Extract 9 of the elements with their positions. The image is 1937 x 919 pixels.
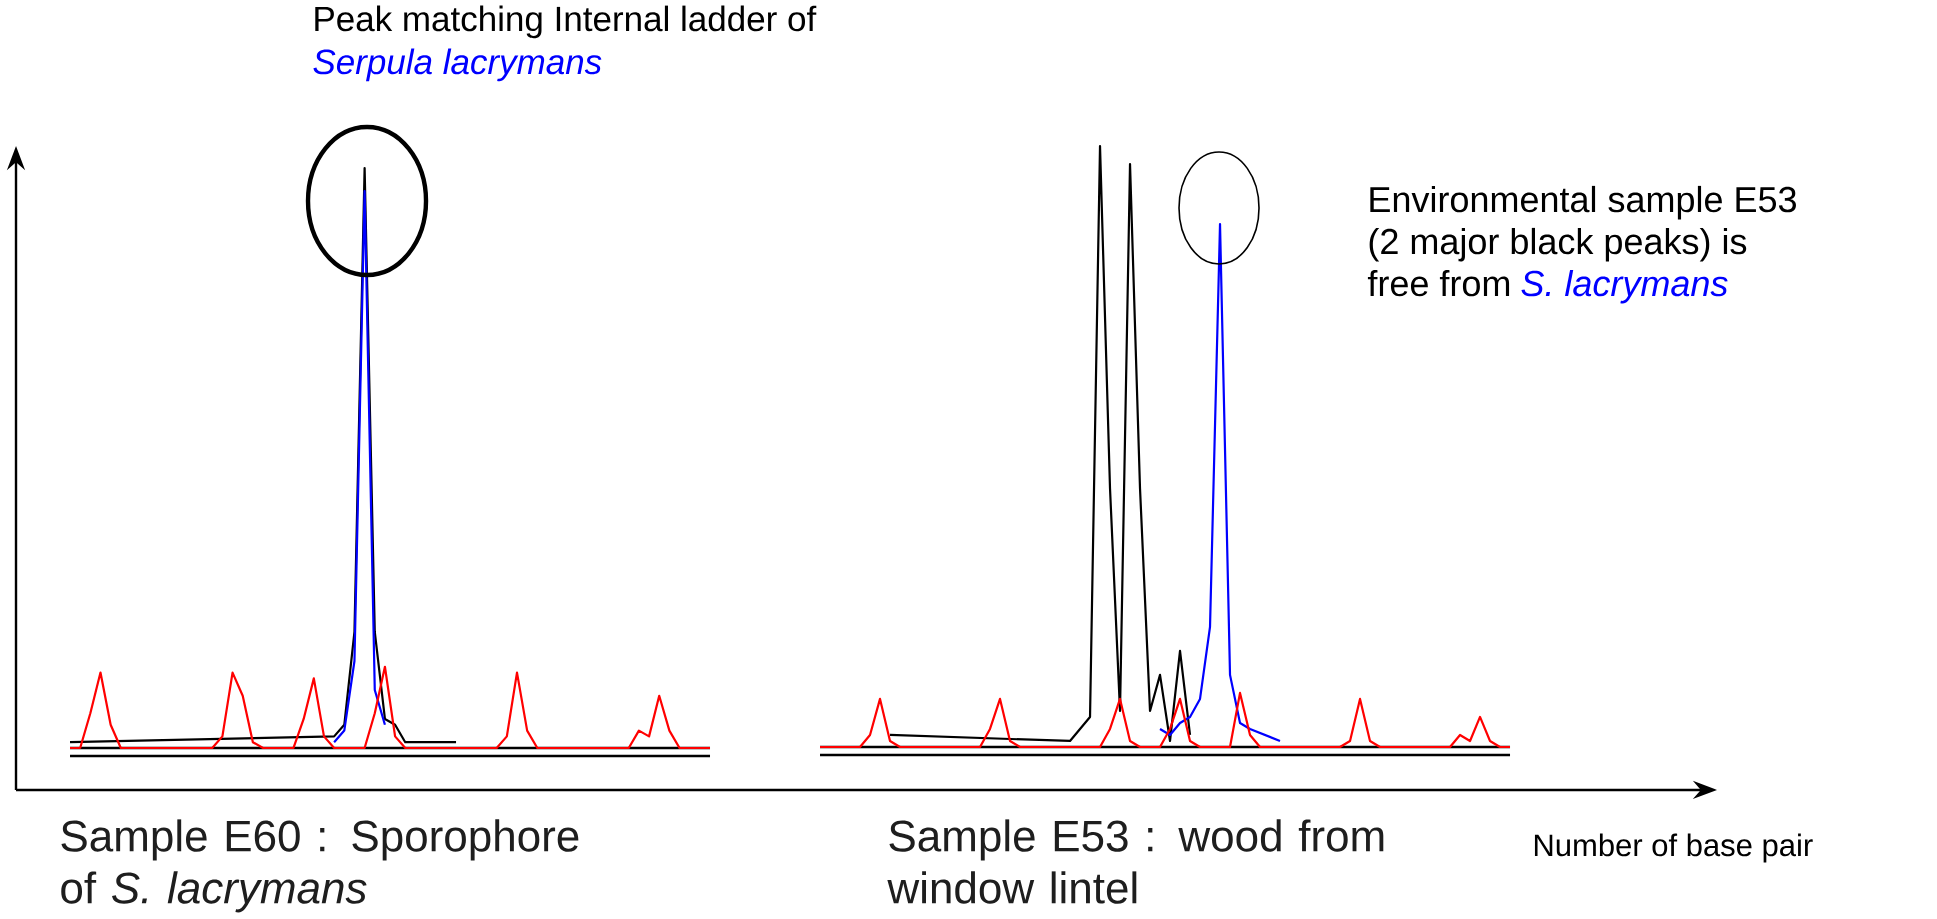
x-axis-title: Sample E60 : Sporophore of S. lacrymans xyxy=(61,819,579,913)
annotation: Environmental sample E53 xyxy=(1370,185,1796,220)
text: S. lacrymans xyxy=(1521,269,1728,304)
annotation: free from xyxy=(1367,269,1510,297)
text: Serpula lacrymans xyxy=(313,48,602,82)
annotation: (2 major black peaks) is xyxy=(1369,227,1747,262)
text: Peak matching Internal ladder of xyxy=(315,5,817,39)
x-axis-title: Sample E53 : wood from window lintel xyxy=(887,819,1384,904)
text: Number of base pair xyxy=(1534,833,1813,863)
